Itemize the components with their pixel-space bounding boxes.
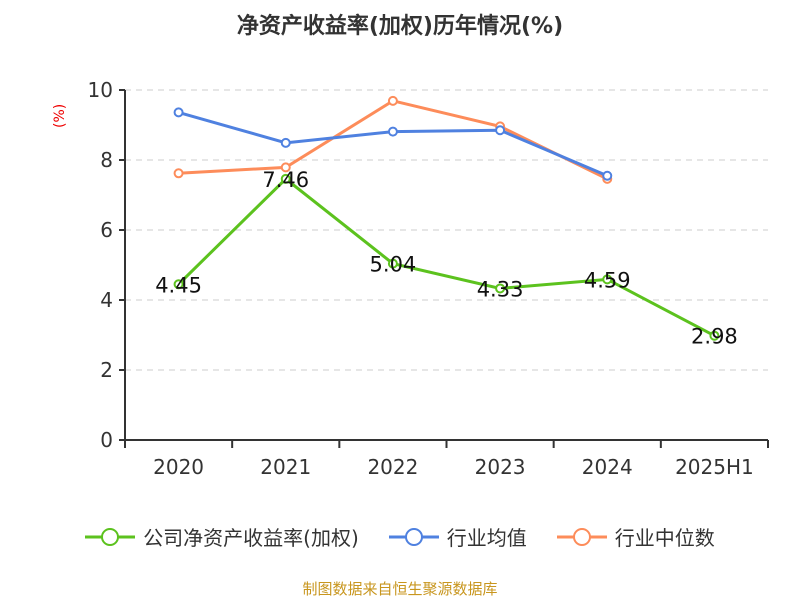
data-label: 4.45 — [155, 273, 202, 297]
legend-label: 公司净资产收益率(加权) — [143, 526, 359, 550]
legend-marker-icon — [388, 527, 439, 546]
y-tick-label: 0 — [100, 428, 113, 452]
data-point — [387, 126, 398, 137]
legend-item[interactable]: 行业中位数 — [556, 522, 715, 551]
x-tick-label: 2024 — [582, 455, 633, 479]
data-point — [602, 170, 613, 181]
series-line — [177, 176, 716, 338]
data-point — [173, 168, 184, 179]
data-point — [280, 173, 291, 184]
series-line — [178, 110, 608, 178]
data-label: 4.59 — [584, 268, 631, 292]
series-line — [178, 99, 608, 181]
data-point — [173, 107, 184, 118]
legend-label: 行业均值 — [446, 526, 527, 550]
x-tick-label: 2020 — [153, 455, 204, 479]
data-point — [709, 330, 720, 341]
y-tick-label: 8 — [100, 148, 113, 172]
legend-item[interactable]: 公司净资产收益率(加权) — [85, 522, 359, 551]
data-label: 7.46 — [262, 168, 309, 192]
data-point — [280, 137, 291, 148]
legend-marker-icon — [556, 527, 607, 546]
data-point — [280, 162, 291, 173]
y-tick-label: 10 — [88, 78, 113, 102]
data-point — [495, 283, 506, 294]
legend: 公司净资产收益率(加权) 行业均值 行业中位数 — [0, 522, 800, 551]
data-point — [173, 279, 184, 290]
data-point — [387, 95, 398, 106]
data-label: 4.33 — [477, 277, 524, 301]
y-tick-label: 2 — [100, 358, 113, 382]
x-tick-label: 2021 — [260, 455, 311, 479]
data-label: 5.04 — [370, 253, 417, 277]
data-point — [495, 125, 506, 136]
legend-label: 行业中位数 — [614, 526, 715, 550]
x-tick-label: 2022 — [367, 455, 418, 479]
x-tick-label: 2025H1 — [675, 455, 754, 479]
data-label: 2.98 — [691, 325, 738, 349]
y-tick-label: 6 — [100, 218, 113, 242]
x-tick-label: 2023 — [475, 455, 526, 479]
data-point — [387, 258, 398, 269]
y-tick-label: 4 — [100, 288, 113, 312]
legend-marker-icon — [85, 527, 136, 546]
chart-title: 净资产收益率(加权)历年情况(%) — [236, 14, 564, 39]
source-note: 制图数据来自恒生聚源数据库 — [302, 580, 498, 598]
data-point — [602, 274, 613, 285]
legend-item[interactable]: 行业均值 — [388, 522, 527, 551]
